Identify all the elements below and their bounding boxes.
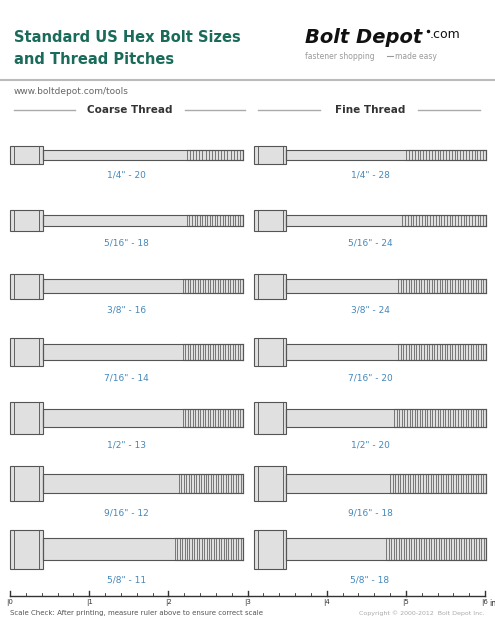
Text: made easy: made easy (395, 52, 437, 61)
Bar (287, 409, 486, 426)
Text: 1/4" - 20: 1/4" - 20 (107, 171, 146, 180)
Text: and Thread Pitches: and Thread Pitches (14, 52, 174, 67)
Bar (254, 274, 287, 299)
Bar (10, 466, 43, 501)
Text: 5/16" - 24: 5/16" - 24 (347, 238, 393, 247)
Bar (43, 538, 243, 560)
Text: |5: |5 (402, 599, 409, 606)
Text: |6: |6 (482, 599, 489, 606)
Text: 1/2" - 13: 1/2" - 13 (107, 441, 146, 450)
Bar (43, 344, 243, 360)
Bar (43, 280, 243, 293)
Text: |1: |1 (86, 599, 93, 606)
Bar (254, 146, 287, 164)
Text: Standard US Hex Bolt Sizes: Standard US Hex Bolt Sizes (14, 30, 241, 45)
Bar (43, 409, 243, 426)
Text: 1/4" - 28: 1/4" - 28 (350, 171, 390, 180)
Text: |4: |4 (323, 599, 330, 606)
Bar (10, 338, 43, 366)
Text: www.boltdepot.com/tools: www.boltdepot.com/tools (14, 87, 129, 96)
Bar (287, 150, 486, 160)
Bar (43, 474, 243, 493)
Bar (287, 214, 486, 227)
Bar (10, 210, 43, 231)
Text: 3/8" - 16: 3/8" - 16 (107, 306, 146, 315)
Text: |2: |2 (165, 599, 172, 606)
Text: 5/16" - 18: 5/16" - 18 (104, 238, 149, 247)
Text: Copyright © 2000-2012  Bolt Depot Inc.: Copyright © 2000-2012 Bolt Depot Inc. (359, 610, 485, 616)
Text: 5/8" - 18: 5/8" - 18 (350, 575, 390, 585)
Text: |0: |0 (6, 599, 13, 606)
Text: inches: inches (489, 599, 495, 608)
Bar (254, 530, 287, 569)
Text: |3: |3 (244, 599, 251, 606)
Bar (254, 466, 287, 501)
Bar (10, 146, 43, 164)
Text: 1/2" - 20: 1/2" - 20 (350, 441, 390, 450)
Text: 7/16" - 20: 7/16" - 20 (347, 373, 393, 382)
Bar (287, 474, 486, 493)
Text: Bolt Depot: Bolt Depot (305, 28, 422, 47)
Text: .com: .com (430, 28, 461, 41)
Bar (287, 538, 486, 560)
Bar (43, 214, 243, 227)
Text: 9/16" - 12: 9/16" - 12 (104, 508, 149, 517)
Bar (10, 530, 43, 569)
Bar (287, 344, 486, 360)
Text: 9/16" - 18: 9/16" - 18 (347, 508, 393, 517)
Bar (10, 402, 43, 434)
Text: 5/8" - 11: 5/8" - 11 (107, 575, 146, 585)
Text: Coarse Thread: Coarse Thread (87, 105, 173, 115)
Bar (254, 338, 287, 366)
Text: Fine Thread: Fine Thread (335, 105, 405, 115)
Bar (254, 402, 287, 434)
Bar (43, 150, 243, 160)
Bar (287, 280, 486, 293)
Bar (254, 210, 287, 231)
Text: 7/16" - 14: 7/16" - 14 (104, 373, 149, 382)
Text: 3/8" - 24: 3/8" - 24 (350, 306, 390, 315)
Text: Scale Check: After printing, measure ruler above to ensure correct scale: Scale Check: After printing, measure rul… (10, 610, 263, 616)
Bar (10, 274, 43, 299)
Text: fastener shopping: fastener shopping (305, 52, 375, 61)
